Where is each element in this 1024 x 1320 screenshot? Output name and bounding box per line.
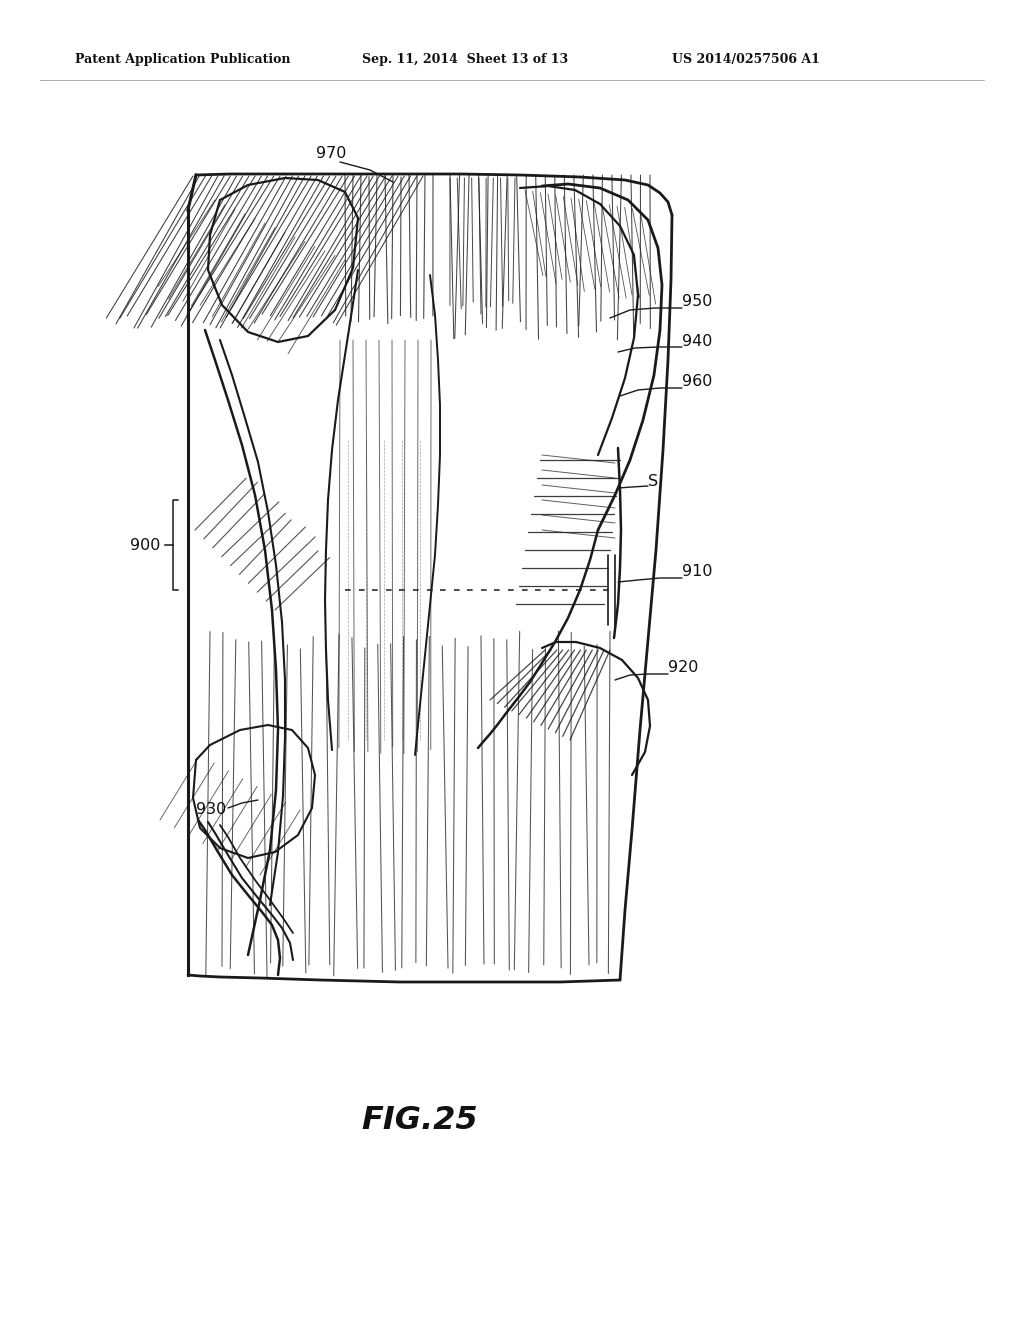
Text: 910: 910: [682, 565, 713, 579]
Text: FIG.25: FIG.25: [361, 1105, 478, 1137]
Text: 960: 960: [682, 375, 713, 389]
Text: S: S: [648, 474, 658, 490]
Text: 930: 930: [196, 803, 226, 817]
Text: Patent Application Publication: Patent Application Publication: [75, 54, 291, 66]
Text: 970: 970: [316, 145, 346, 161]
Text: Sep. 11, 2014  Sheet 13 of 13: Sep. 11, 2014 Sheet 13 of 13: [362, 54, 568, 66]
Text: US 2014/0257506 A1: US 2014/0257506 A1: [672, 54, 820, 66]
Text: 920: 920: [668, 660, 698, 676]
Text: 950: 950: [682, 294, 713, 309]
Text: 940: 940: [682, 334, 713, 350]
Text: 900: 900: [130, 537, 160, 553]
